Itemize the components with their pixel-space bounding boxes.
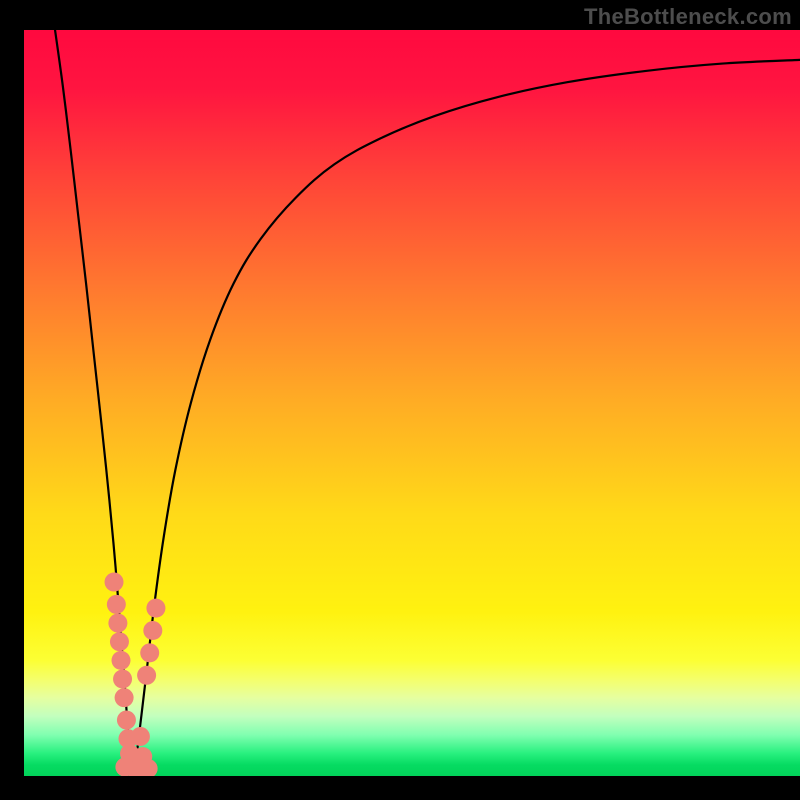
data-marker [117, 711, 136, 730]
data-marker [110, 632, 129, 651]
data-marker [146, 599, 165, 618]
data-marker [105, 573, 124, 592]
data-marker [107, 595, 126, 614]
data-marker [113, 670, 132, 689]
data-marker [140, 643, 159, 662]
data-marker [133, 747, 152, 766]
chart-frame: TheBottleneck.com [0, 0, 800, 800]
data-marker [143, 621, 162, 640]
watermark-text: TheBottleneck.com [584, 4, 792, 30]
data-marker [137, 666, 156, 685]
bottleneck-curve-chart [24, 30, 800, 776]
plot-area [24, 30, 800, 776]
chart-background [24, 30, 800, 776]
data-marker [131, 727, 150, 746]
data-marker [112, 651, 131, 670]
data-marker [108, 614, 127, 633]
data-marker [115, 688, 134, 707]
